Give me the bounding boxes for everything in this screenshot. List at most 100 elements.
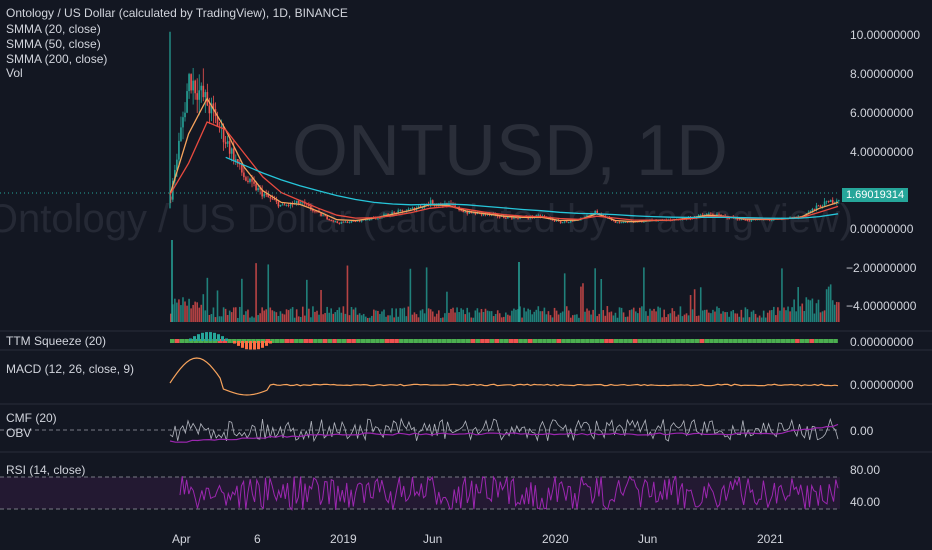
volume-bar bbox=[716, 306, 718, 322]
squeeze-dot bbox=[465, 339, 471, 343]
squeeze-dot bbox=[446, 339, 452, 343]
squeeze-dot bbox=[585, 339, 590, 343]
volume-bar bbox=[667, 314, 670, 322]
candle-body bbox=[196, 93, 198, 100]
candle-body bbox=[567, 222, 570, 223]
legend-smma50[interactable]: SMMA (50, close) bbox=[6, 37, 101, 51]
candle-body bbox=[643, 221, 645, 223]
squeeze-dot bbox=[298, 339, 304, 343]
macd-label[interactable]: MACD (12, 26, close, 9) bbox=[6, 362, 135, 376]
volume-bar bbox=[368, 317, 371, 322]
candle-body bbox=[208, 105, 211, 114]
squeeze-dot bbox=[270, 339, 275, 343]
squeeze-dot bbox=[451, 339, 457, 343]
volume-bar bbox=[377, 310, 379, 322]
candle-body bbox=[289, 203, 292, 206]
volume-bar bbox=[502, 316, 505, 322]
squeeze-dot bbox=[718, 339, 724, 343]
ttm-label[interactable]: TTM Squeeze (20) bbox=[6, 334, 107, 348]
volume-bar bbox=[326, 306, 328, 322]
squeeze-bar bbox=[265, 341, 268, 346]
candle-body bbox=[385, 213, 387, 215]
volume-bar bbox=[196, 302, 198, 322]
volume-bar bbox=[736, 313, 739, 322]
volume-bar bbox=[194, 301, 196, 322]
volume-bar bbox=[519, 306, 521, 322]
squeeze-dot bbox=[556, 339, 562, 343]
volume-bar bbox=[699, 287, 702, 322]
volume-bar bbox=[348, 315, 351, 322]
volume-bar bbox=[505, 312, 507, 322]
volume-bar bbox=[655, 311, 657, 322]
candle-body bbox=[328, 219, 330, 221]
candle-body bbox=[192, 80, 194, 91]
candle-body bbox=[186, 91, 188, 113]
volume-bar bbox=[500, 317, 503, 322]
volume-bar bbox=[494, 313, 497, 322]
volume-bar bbox=[541, 311, 544, 322]
volume-bar bbox=[746, 309, 749, 322]
legend-smma20[interactable]: SMMA (20, close) bbox=[6, 22, 101, 36]
obv-label[interactable]: OBV bbox=[6, 426, 32, 440]
candle-body bbox=[555, 220, 558, 222]
volume-bar bbox=[608, 312, 611, 322]
candle-body bbox=[809, 210, 812, 213]
volume-bar bbox=[547, 311, 550, 322]
candle-body bbox=[748, 220, 751, 222]
candle-body bbox=[701, 214, 704, 216]
cmf-label[interactable]: CMF (20) bbox=[6, 411, 57, 425]
squeeze-dot bbox=[461, 339, 466, 343]
volume-bar bbox=[740, 309, 743, 322]
volume-bar bbox=[440, 317, 442, 322]
volume-bar bbox=[222, 307, 225, 322]
candle-body bbox=[527, 217, 529, 219]
volume-bar bbox=[308, 308, 310, 322]
volume-bar bbox=[833, 304, 836, 322]
volume-bar bbox=[415, 314, 418, 322]
volume-bar bbox=[791, 307, 793, 322]
legend-volume[interactable]: Vol bbox=[6, 66, 23, 80]
candle-body bbox=[817, 205, 820, 207]
candle-body bbox=[322, 215, 324, 217]
squeeze-dot bbox=[675, 339, 681, 343]
squeeze-dot bbox=[179, 339, 185, 343]
volume-bar bbox=[314, 311, 316, 322]
volume-bar bbox=[468, 312, 471, 322]
squeeze-dot bbox=[499, 339, 504, 343]
volume-bar bbox=[413, 312, 416, 322]
candle-body bbox=[174, 169, 176, 182]
rsi-label[interactable]: RSI (14, close) bbox=[6, 463, 86, 477]
cmf-line bbox=[169, 417, 839, 443]
squeeze-dot bbox=[394, 339, 399, 343]
squeeze-dot bbox=[322, 339, 328, 343]
squeeze-dot bbox=[279, 339, 285, 343]
candle-body bbox=[569, 220, 572, 223]
time-tick: 2019 bbox=[330, 532, 357, 546]
volume-bar bbox=[639, 307, 641, 322]
volume-bar bbox=[444, 313, 446, 322]
volume-bar bbox=[482, 312, 485, 322]
volume-bar bbox=[454, 312, 456, 322]
volume-bar bbox=[334, 312, 337, 322]
volume-bar bbox=[509, 315, 511, 322]
volume-bar bbox=[263, 310, 265, 322]
squeeze-dot bbox=[671, 339, 676, 343]
volume-bar bbox=[661, 317, 663, 322]
candle-body bbox=[251, 178, 253, 182]
candle-body bbox=[728, 218, 730, 220]
legend-smma200[interactable]: SMMA (200, close) bbox=[6, 52, 108, 66]
squeeze-dot bbox=[518, 339, 523, 343]
squeeze-dot bbox=[413, 339, 418, 343]
volume-bar bbox=[297, 316, 300, 322]
obv-line bbox=[169, 423, 839, 443]
volume-bar bbox=[695, 316, 698, 322]
volume-bar bbox=[320, 289, 322, 322]
candle-body bbox=[466, 211, 469, 214]
squeeze-bar bbox=[209, 332, 212, 341]
candle-body bbox=[194, 80, 196, 94]
volume-bar bbox=[754, 313, 757, 322]
volume-bar bbox=[817, 299, 820, 322]
volume-bar bbox=[401, 308, 404, 322]
squeeze-dot bbox=[351, 339, 356, 343]
